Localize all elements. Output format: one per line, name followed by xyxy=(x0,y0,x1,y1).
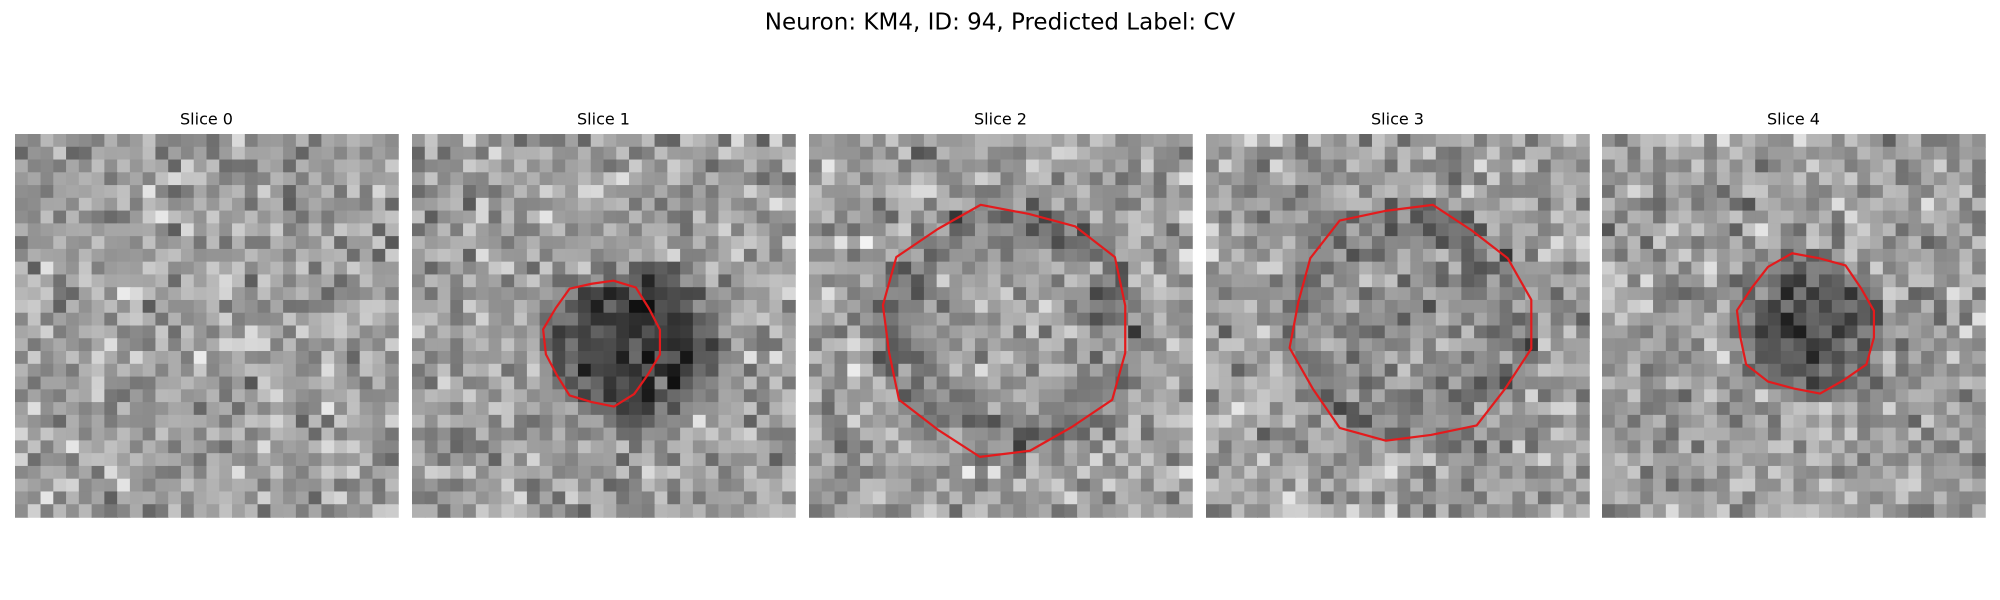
segmentation-contour xyxy=(881,203,1127,458)
image-slice xyxy=(15,134,399,518)
panel-title: Slice 0 xyxy=(180,110,233,129)
panel-title: Slice 1 xyxy=(577,110,630,129)
panel-title: Slice 2 xyxy=(974,110,1027,129)
panel-title: Slice 3 xyxy=(1371,110,1424,129)
panel-title: Slice 4 xyxy=(1767,110,1820,129)
figure-title: Neuron: KM4, ID: 94, Predicted Label: CV xyxy=(765,10,1236,36)
image-slice xyxy=(1602,134,1986,518)
image-slice xyxy=(412,134,796,518)
segmentation-contour xyxy=(542,279,662,408)
image-slice xyxy=(809,134,1193,518)
segmentation-contour xyxy=(1288,203,1533,442)
image-slice xyxy=(1206,134,1590,518)
segmentation-contour xyxy=(1735,252,1876,395)
